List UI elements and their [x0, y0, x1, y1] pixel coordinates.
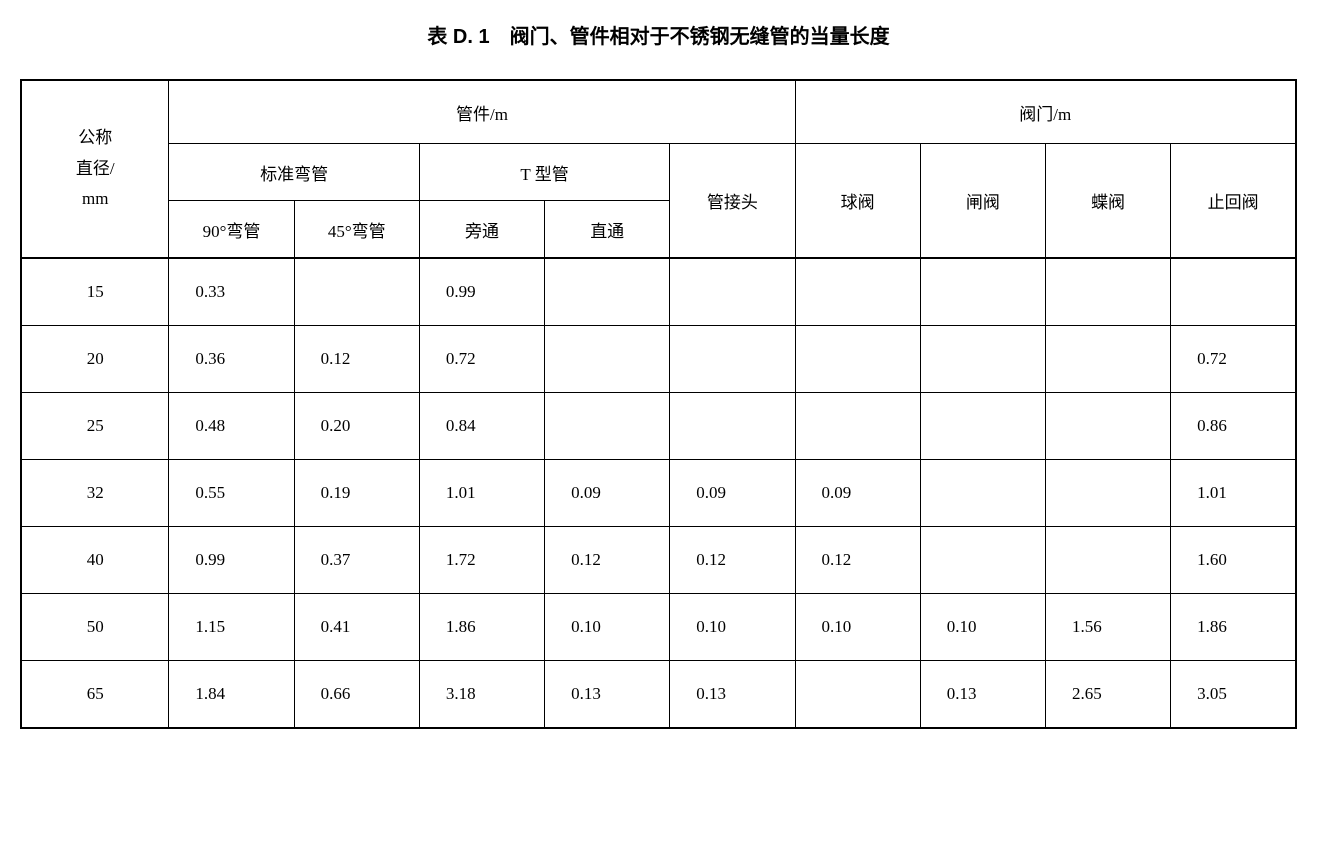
- table-row: 651.840.663.180.130.130.132.653.05: [21, 661, 1296, 729]
- equivalent-length-table: 公称 直径/ mm 管件/m 阀门/m 标准弯管 T 型管 管接头 球阀 闸阀 …: [20, 79, 1297, 729]
- header-t-pipe: T 型管: [419, 144, 669, 201]
- header-through: 直通: [545, 201, 670, 259]
- cell-90-bend: 1.15: [169, 594, 294, 661]
- cell-check: 1.60: [1171, 527, 1296, 594]
- cell-diameter: 20: [21, 326, 169, 393]
- cell-ball: [795, 326, 920, 393]
- cell-diameter: 15: [21, 258, 169, 326]
- cell-check: 1.86: [1171, 594, 1296, 661]
- cell-through: 0.13: [545, 661, 670, 729]
- header-fittings: 管件/m: [169, 80, 795, 144]
- cell-butterfly: [1045, 460, 1170, 527]
- cell-ball: 0.09: [795, 460, 920, 527]
- cell-90-bend: 0.55: [169, 460, 294, 527]
- cell-bypass: 3.18: [419, 661, 544, 729]
- cell-through: [545, 258, 670, 326]
- cell-joint: [670, 393, 795, 460]
- cell-90-bend: 1.84: [169, 661, 294, 729]
- cell-joint: 0.10: [670, 594, 795, 661]
- cell-diameter: 40: [21, 527, 169, 594]
- header-ball-valve: 球阀: [795, 144, 920, 259]
- cell-90-bend: 0.33: [169, 258, 294, 326]
- cell-butterfly: [1045, 258, 1170, 326]
- cell-diameter: 50: [21, 594, 169, 661]
- header-standard-bend: 标准弯管: [169, 144, 419, 201]
- cell-diameter: 65: [21, 661, 169, 729]
- cell-45-bend: 0.41: [294, 594, 419, 661]
- cell-butterfly: [1045, 326, 1170, 393]
- header-90-bend: 90°弯管: [169, 201, 294, 259]
- table-row: 501.150.411.860.100.100.100.101.561.86: [21, 594, 1296, 661]
- table-row: 320.550.191.010.090.090.091.01: [21, 460, 1296, 527]
- header-nominal-diameter: 公称 直径/ mm: [21, 80, 169, 258]
- cell-gate: [920, 258, 1045, 326]
- cell-joint: [670, 258, 795, 326]
- cell-gate: [920, 326, 1045, 393]
- cell-ball: [795, 661, 920, 729]
- cell-bypass: 1.86: [419, 594, 544, 661]
- cell-joint: [670, 326, 795, 393]
- table-row: 250.480.200.84 0.86: [21, 393, 1296, 460]
- cell-diameter: 32: [21, 460, 169, 527]
- cell-bypass: 0.84: [419, 393, 544, 460]
- cell-diameter: 25: [21, 393, 169, 460]
- cell-ball: [795, 258, 920, 326]
- cell-90-bend: 0.36: [169, 326, 294, 393]
- header-valves: 阀门/m: [795, 80, 1296, 144]
- cell-gate: [920, 393, 1045, 460]
- header-butterfly-valve: 蝶阀: [1045, 144, 1170, 259]
- table-title: 表 D. 1 阀门、管件相对于不锈钢无缝管的当量长度: [20, 20, 1297, 49]
- cell-gate: [920, 460, 1045, 527]
- header-pipe-joint: 管接头: [670, 144, 795, 259]
- cell-ball: [795, 393, 920, 460]
- table-row: 400.990.371.720.120.120.121.60: [21, 527, 1296, 594]
- cell-butterfly: [1045, 527, 1170, 594]
- cell-butterfly: [1045, 393, 1170, 460]
- cell-through: 0.10: [545, 594, 670, 661]
- cell-45-bend: 0.12: [294, 326, 419, 393]
- cell-45-bend: 0.19: [294, 460, 419, 527]
- cell-through: [545, 393, 670, 460]
- cell-check: 0.86: [1171, 393, 1296, 460]
- cell-through: [545, 326, 670, 393]
- table-body: 150.330.99200.360.120.720.72250.480.200.…: [21, 258, 1296, 728]
- table-row: 150.33 0.99: [21, 258, 1296, 326]
- cell-butterfly: 1.56: [1045, 594, 1170, 661]
- cell-ball: 0.10: [795, 594, 920, 661]
- cell-check: 3.05: [1171, 661, 1296, 729]
- cell-butterfly: 2.65: [1045, 661, 1170, 729]
- cell-bypass: 1.01: [419, 460, 544, 527]
- cell-90-bend: 0.48: [169, 393, 294, 460]
- table-row: 200.360.120.720.72: [21, 326, 1296, 393]
- cell-ball: 0.12: [795, 527, 920, 594]
- cell-joint: 0.12: [670, 527, 795, 594]
- cell-through: 0.12: [545, 527, 670, 594]
- cell-45-bend: 0.66: [294, 661, 419, 729]
- header-bypass: 旁通: [419, 201, 544, 259]
- cell-gate: 0.10: [920, 594, 1045, 661]
- cell-gate: [920, 527, 1045, 594]
- cell-90-bend: 0.99: [169, 527, 294, 594]
- cell-gate: 0.13: [920, 661, 1045, 729]
- cell-joint: 0.13: [670, 661, 795, 729]
- header-check-valve: 止回阀: [1171, 144, 1296, 259]
- cell-check: [1171, 258, 1296, 326]
- header-gate-valve: 闸阀: [920, 144, 1045, 259]
- cell-bypass: 0.99: [419, 258, 544, 326]
- header-45-bend: 45°弯管: [294, 201, 419, 259]
- cell-through: 0.09: [545, 460, 670, 527]
- cell-bypass: 1.72: [419, 527, 544, 594]
- cell-bypass: 0.72: [419, 326, 544, 393]
- cell-check: 1.01: [1171, 460, 1296, 527]
- cell-check: 0.72: [1171, 326, 1296, 393]
- cell-joint: 0.09: [670, 460, 795, 527]
- cell-45-bend: [294, 258, 419, 326]
- cell-45-bend: 0.20: [294, 393, 419, 460]
- cell-45-bend: 0.37: [294, 527, 419, 594]
